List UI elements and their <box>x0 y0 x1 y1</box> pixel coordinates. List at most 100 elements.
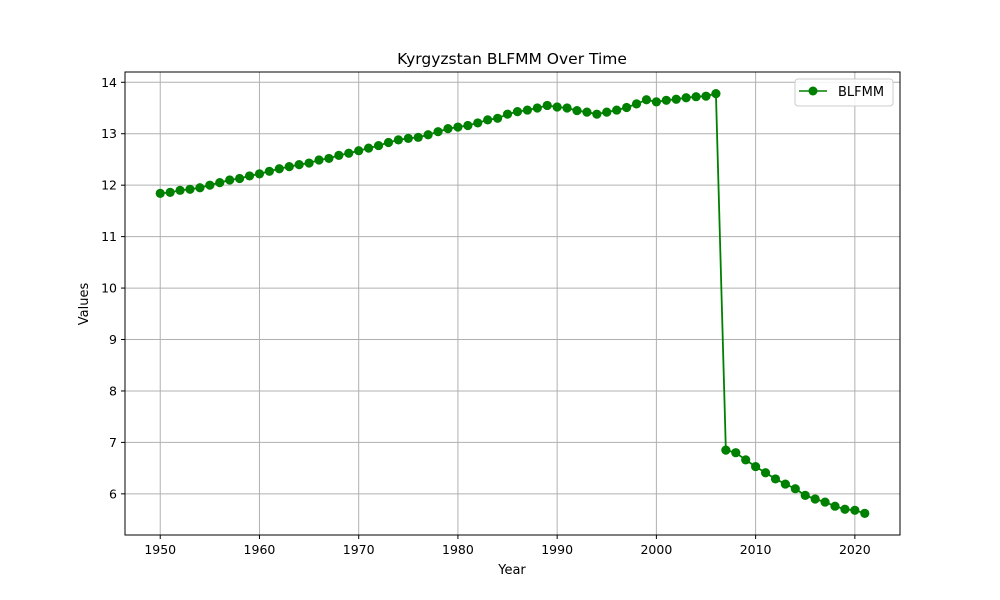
data-point <box>175 185 185 195</box>
data-point <box>770 474 781 484</box>
data-point <box>433 127 443 137</box>
x-tick-label: 2020 <box>839 542 871 557</box>
data-point <box>493 113 503 123</box>
y-tick-label: 6 <box>109 486 117 501</box>
data-point <box>215 178 225 188</box>
data-point <box>393 135 403 145</box>
chart-title: Kyrgyzstan BLFMM Over Time <box>397 50 627 68</box>
data-point <box>641 95 652 105</box>
data-point <box>185 184 195 194</box>
x-tick-label: 1990 <box>541 542 573 557</box>
data-point <box>324 153 334 164</box>
y-tick-label: 9 <box>109 332 117 347</box>
data-point <box>701 91 711 101</box>
data-point <box>383 137 394 148</box>
data-point <box>671 94 681 104</box>
data-point <box>760 468 771 478</box>
data-point <box>810 494 820 504</box>
x-axis-ticks: 1950 1960 1970 1980 1990 2000 2010 2020 <box>144 535 871 557</box>
data-point <box>195 183 205 193</box>
data-point <box>790 484 800 494</box>
y-tick-label: 14 <box>101 75 117 90</box>
data-point <box>711 89 721 99</box>
data-point <box>354 146 364 156</box>
data-point <box>651 97 661 107</box>
data-point <box>155 188 165 199</box>
x-tick-label: 2010 <box>740 542 772 557</box>
data-point <box>304 158 314 168</box>
grid-lines <box>125 72 900 535</box>
data-point <box>731 448 741 458</box>
data-point <box>552 102 562 112</box>
x-tick-label: 2000 <box>640 542 672 557</box>
legend-box <box>794 78 894 107</box>
data-point <box>780 479 790 489</box>
data-point <box>364 143 374 153</box>
data-point <box>522 105 532 115</box>
data-point <box>314 155 324 165</box>
y-axis-label: Values <box>77 283 92 326</box>
data-point <box>631 99 642 109</box>
x-tick-label: 1970 <box>343 542 375 557</box>
data-point <box>751 461 761 472</box>
data-point <box>532 103 542 113</box>
x-tick-label: 1960 <box>244 542 276 557</box>
data-point <box>840 504 850 514</box>
data-point <box>572 105 582 116</box>
y-tick-label: 12 <box>101 178 117 193</box>
x-tick-label: 1980 <box>442 542 474 557</box>
data-point <box>562 103 572 113</box>
legend-marker-sample <box>808 86 818 96</box>
data-point <box>413 132 423 142</box>
data-point <box>721 445 731 455</box>
data-point <box>592 109 602 119</box>
data-point <box>165 187 175 197</box>
data-point <box>205 180 215 190</box>
legend: BLFMM <box>794 78 894 107</box>
plot-frame <box>124 71 901 536</box>
data-point <box>473 118 483 128</box>
data-point <box>344 148 354 158</box>
data-point <box>602 107 612 117</box>
data-point <box>542 100 552 111</box>
x-axis-label: Year <box>497 563 526 578</box>
data-point <box>483 115 493 125</box>
data-point <box>244 171 255 181</box>
y-tick-label: 13 <box>101 126 117 141</box>
data-point <box>403 133 413 143</box>
data-point <box>850 505 860 515</box>
series-line <box>160 92 866 515</box>
data-point <box>264 166 274 176</box>
data-point <box>512 107 523 117</box>
data-point <box>235 173 245 184</box>
data-point <box>582 107 592 117</box>
data-point <box>502 109 513 119</box>
data-point <box>274 164 284 174</box>
data-point <box>820 497 830 507</box>
data-point <box>622 102 632 113</box>
data-point <box>741 455 751 465</box>
data-point <box>443 123 453 134</box>
data-point <box>373 140 384 151</box>
y-tick-label: 11 <box>101 229 117 244</box>
data-point <box>612 105 622 115</box>
data-point <box>830 501 840 511</box>
data-point <box>800 490 810 500</box>
data-point <box>254 169 265 179</box>
x-tick-label: 1950 <box>144 542 176 557</box>
y-tick-label: 8 <box>109 383 117 398</box>
data-point <box>294 160 304 170</box>
data-point <box>661 95 671 105</box>
data-point <box>453 122 463 132</box>
series-layer <box>155 89 870 518</box>
data-point <box>681 93 691 103</box>
data-point <box>691 92 701 102</box>
data-point <box>423 130 433 140</box>
y-axis-ticks: 6 7 8 9 10 11 12 13 14 <box>101 75 125 501</box>
data-point <box>463 120 473 131</box>
data-point <box>225 175 235 185</box>
y-tick-label: 7 <box>109 435 117 450</box>
y-tick-label: 10 <box>101 281 117 296</box>
data-point <box>860 508 870 518</box>
